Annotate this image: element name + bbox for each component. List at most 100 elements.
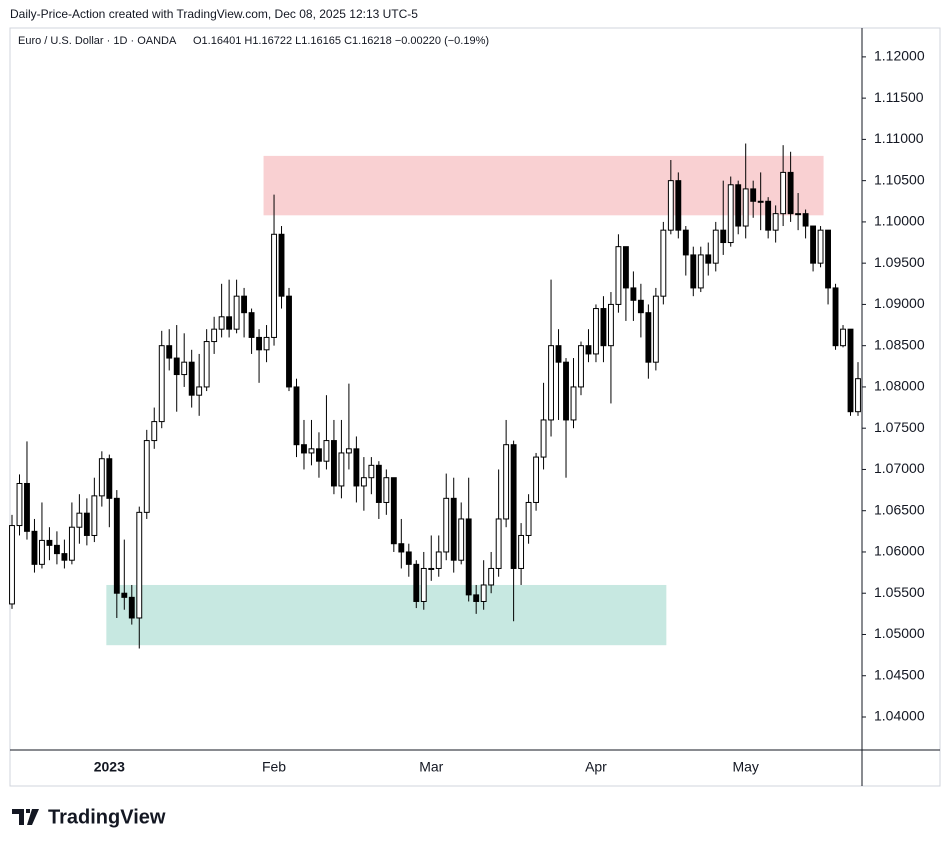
candle-body bbox=[548, 345, 554, 421]
candle-body bbox=[248, 312, 255, 338]
candle-body bbox=[593, 308, 599, 355]
candle-body bbox=[510, 444, 517, 569]
candle-body bbox=[68, 526, 75, 561]
candle-body bbox=[765, 200, 772, 231]
candle-body bbox=[330, 440, 337, 487]
candle-body bbox=[525, 501, 532, 536]
candle-body bbox=[203, 341, 210, 388]
candle-body bbox=[585, 345, 592, 355]
logo: TradingView bbox=[12, 806, 166, 828]
candle-body bbox=[233, 295, 240, 330]
candle-body bbox=[53, 544, 60, 555]
candle-body bbox=[9, 525, 15, 605]
candle-body bbox=[443, 497, 450, 553]
y-tick-label: 1.04500 bbox=[874, 666, 925, 682]
candle-body bbox=[428, 567, 435, 570]
candle-body bbox=[398, 543, 405, 553]
candle-body bbox=[196, 386, 203, 396]
candle-body bbox=[286, 295, 292, 388]
candle-body bbox=[503, 444, 510, 520]
candle-body bbox=[563, 361, 569, 421]
candle-body bbox=[338, 452, 345, 487]
candle-body bbox=[308, 448, 315, 454]
y-tick-label: 1.10000 bbox=[874, 213, 925, 229]
candle-body bbox=[652, 295, 659, 363]
candle-body bbox=[630, 287, 637, 301]
candle-body bbox=[39, 539, 45, 565]
candle-body bbox=[271, 233, 277, 338]
candle-body bbox=[735, 184, 742, 227]
candle-body bbox=[98, 458, 105, 497]
candle-body bbox=[637, 299, 644, 314]
frame bbox=[9, 27, 941, 787]
candle-body bbox=[435, 551, 442, 569]
candle-body bbox=[143, 440, 150, 513]
logo-text: TradingView bbox=[48, 806, 166, 828]
candle-body bbox=[780, 171, 787, 215]
candle-body bbox=[450, 497, 457, 561]
candle-body bbox=[840, 328, 846, 347]
candle-body bbox=[712, 229, 719, 264]
candle-body bbox=[316, 448, 322, 462]
candle-body bbox=[757, 200, 764, 203]
candle-body bbox=[787, 171, 794, 215]
candle-body bbox=[705, 254, 712, 264]
candle-body bbox=[697, 254, 704, 289]
logo-icon bbox=[12, 809, 39, 825]
x-tick-label: 2023 bbox=[94, 759, 125, 775]
candle-body bbox=[667, 180, 674, 231]
candle-body bbox=[480, 584, 487, 602]
candle-body bbox=[645, 312, 652, 363]
candle-body bbox=[83, 512, 90, 536]
candle-body bbox=[345, 448, 352, 454]
candle-body bbox=[31, 530, 38, 565]
candle-body bbox=[795, 213, 802, 216]
y-tick-label: 1.09500 bbox=[874, 254, 925, 270]
candle-body bbox=[383, 477, 390, 503]
candle-body bbox=[91, 495, 98, 536]
candle-body bbox=[518, 534, 525, 569]
candle-body bbox=[158, 345, 165, 423]
candle-body bbox=[555, 345, 562, 363]
y-tick-label: 1.05500 bbox=[874, 584, 925, 600]
candle-body bbox=[121, 592, 128, 598]
candle-body bbox=[578, 345, 584, 388]
candle-body bbox=[495, 518, 502, 569]
candle-body bbox=[855, 378, 861, 413]
candle-body bbox=[817, 229, 824, 264]
candle-body bbox=[24, 482, 30, 532]
x-tick-label: May bbox=[732, 759, 758, 775]
candle-body bbox=[540, 419, 547, 458]
y-tick-label: 1.11000 bbox=[874, 130, 924, 146]
y-tick-label: 1.08000 bbox=[874, 378, 925, 394]
candle-body bbox=[181, 361, 188, 376]
candle-body bbox=[802, 213, 809, 227]
candle-body bbox=[825, 229, 831, 289]
zone bbox=[106, 584, 667, 646]
candle-body bbox=[128, 596, 135, 619]
candle-body bbox=[211, 328, 218, 343]
ohlc: O1.16401 H1.16722 L1.16165 C1.16218 −0.0… bbox=[193, 35, 489, 47]
y-tick-label: 1.12000 bbox=[874, 48, 925, 64]
candle-body bbox=[263, 336, 270, 351]
candle-body bbox=[301, 444, 307, 454]
y-tick-label: 1.10500 bbox=[874, 171, 925, 187]
candle-body bbox=[533, 456, 540, 503]
candle-body bbox=[293, 386, 300, 446]
y-tick-label: 1.07000 bbox=[874, 460, 925, 476]
y-tick-label: 1.06000 bbox=[874, 543, 925, 559]
candle-body bbox=[810, 225, 817, 264]
candle-body bbox=[690, 254, 697, 289]
y-tick-label: 1.06500 bbox=[874, 501, 925, 517]
candle-body bbox=[375, 464, 382, 503]
candle-body bbox=[226, 316, 233, 330]
candle-body bbox=[832, 287, 839, 347]
candle-body bbox=[173, 357, 180, 376]
candle-body bbox=[61, 553, 68, 561]
candle-body bbox=[323, 440, 330, 462]
symbol: Euro / U.S. Dollar · 1D · OANDA bbox=[18, 35, 177, 47]
candle-body bbox=[720, 229, 727, 244]
x-tick-label: Mar bbox=[419, 759, 443, 775]
